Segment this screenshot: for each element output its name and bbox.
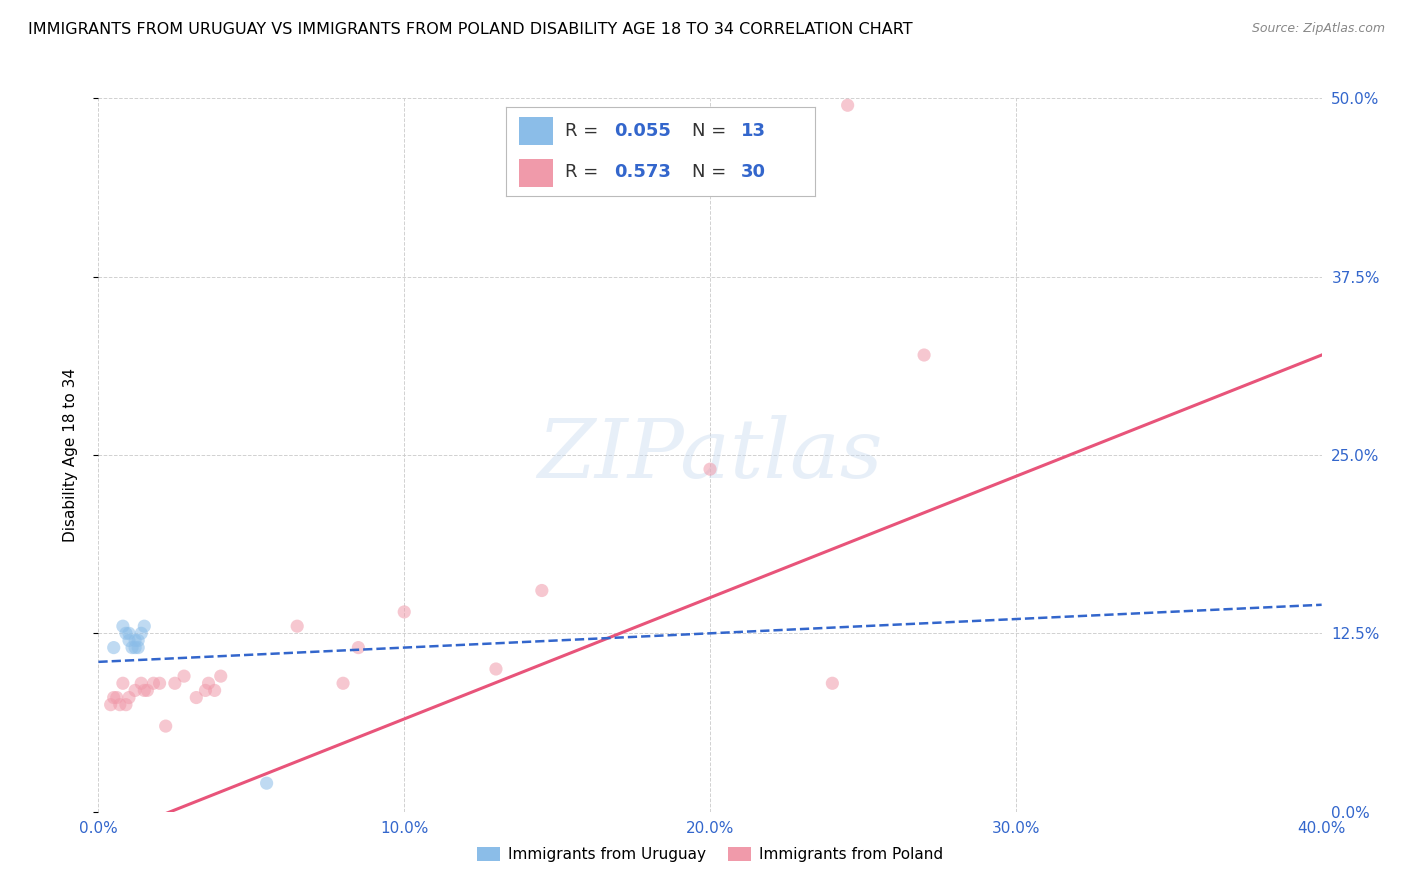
- Point: [186, 690, 208, 705]
- Text: R =: R =: [565, 122, 605, 140]
- Point: [332, 676, 354, 690]
- Point: [129, 676, 152, 690]
- Text: 30: 30: [741, 163, 766, 181]
- Text: ZIPatlas: ZIPatlas: [537, 415, 883, 495]
- Point: [209, 669, 232, 683]
- Legend: Immigrants from Uruguay, Immigrants from Poland: Immigrants from Uruguay, Immigrants from…: [471, 841, 949, 868]
- Text: Source: ZipAtlas.com: Source: ZipAtlas.com: [1251, 22, 1385, 36]
- Point: [173, 669, 195, 683]
- Point: [142, 676, 165, 690]
- Point: [124, 633, 146, 648]
- Point: [111, 619, 134, 633]
- Point: [194, 683, 217, 698]
- Y-axis label: Disability Age 18 to 34: Disability Age 18 to 34: [63, 368, 77, 542]
- Point: [118, 690, 141, 705]
- Point: [485, 662, 508, 676]
- Point: [118, 626, 141, 640]
- Point: [134, 683, 156, 698]
- Point: [127, 640, 149, 655]
- Point: [134, 619, 156, 633]
- FancyBboxPatch shape: [519, 159, 553, 187]
- Point: [699, 462, 721, 476]
- Point: [155, 719, 177, 733]
- Point: [105, 690, 128, 705]
- Point: [149, 676, 172, 690]
- Text: IMMIGRANTS FROM URUGUAY VS IMMIGRANTS FROM POLAND DISABILITY AGE 18 TO 34 CORREL: IMMIGRANTS FROM URUGUAY VS IMMIGRANTS FR…: [28, 22, 912, 37]
- Point: [111, 676, 134, 690]
- Point: [115, 626, 138, 640]
- Text: N =: N =: [692, 122, 731, 140]
- FancyBboxPatch shape: [519, 117, 553, 145]
- Text: 0.055: 0.055: [614, 122, 671, 140]
- Point: [204, 683, 226, 698]
- Point: [392, 605, 416, 619]
- Point: [837, 98, 859, 112]
- Text: 0.573: 0.573: [614, 163, 671, 181]
- Point: [100, 698, 122, 712]
- Point: [115, 698, 138, 712]
- Text: N =: N =: [692, 163, 731, 181]
- Point: [108, 698, 131, 712]
- Point: [912, 348, 935, 362]
- Point: [347, 640, 370, 655]
- Point: [821, 676, 844, 690]
- Text: R =: R =: [565, 163, 605, 181]
- Point: [163, 676, 186, 690]
- Point: [530, 583, 553, 598]
- Point: [124, 640, 146, 655]
- Point: [256, 776, 278, 790]
- Point: [121, 640, 143, 655]
- Text: 13: 13: [741, 122, 766, 140]
- Point: [124, 683, 146, 698]
- Point: [129, 626, 152, 640]
- Point: [285, 619, 308, 633]
- Point: [103, 690, 125, 705]
- Point: [197, 676, 219, 690]
- Point: [127, 633, 149, 648]
- Point: [136, 683, 159, 698]
- Point: [118, 633, 141, 648]
- Point: [103, 640, 125, 655]
